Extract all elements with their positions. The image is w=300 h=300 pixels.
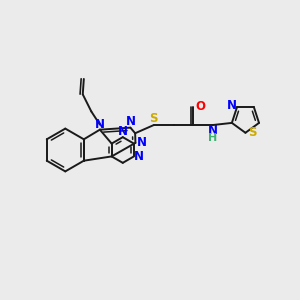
Text: O: O xyxy=(195,100,205,113)
Text: N: N xyxy=(125,115,135,128)
Text: N: N xyxy=(118,125,128,138)
Text: S: S xyxy=(149,112,158,125)
Text: S: S xyxy=(248,126,256,139)
Text: N: N xyxy=(136,136,146,149)
Text: N: N xyxy=(208,124,218,137)
Text: N: N xyxy=(227,99,237,112)
Text: N: N xyxy=(95,118,105,131)
Text: H: H xyxy=(208,133,217,142)
Text: N: N xyxy=(134,150,144,163)
